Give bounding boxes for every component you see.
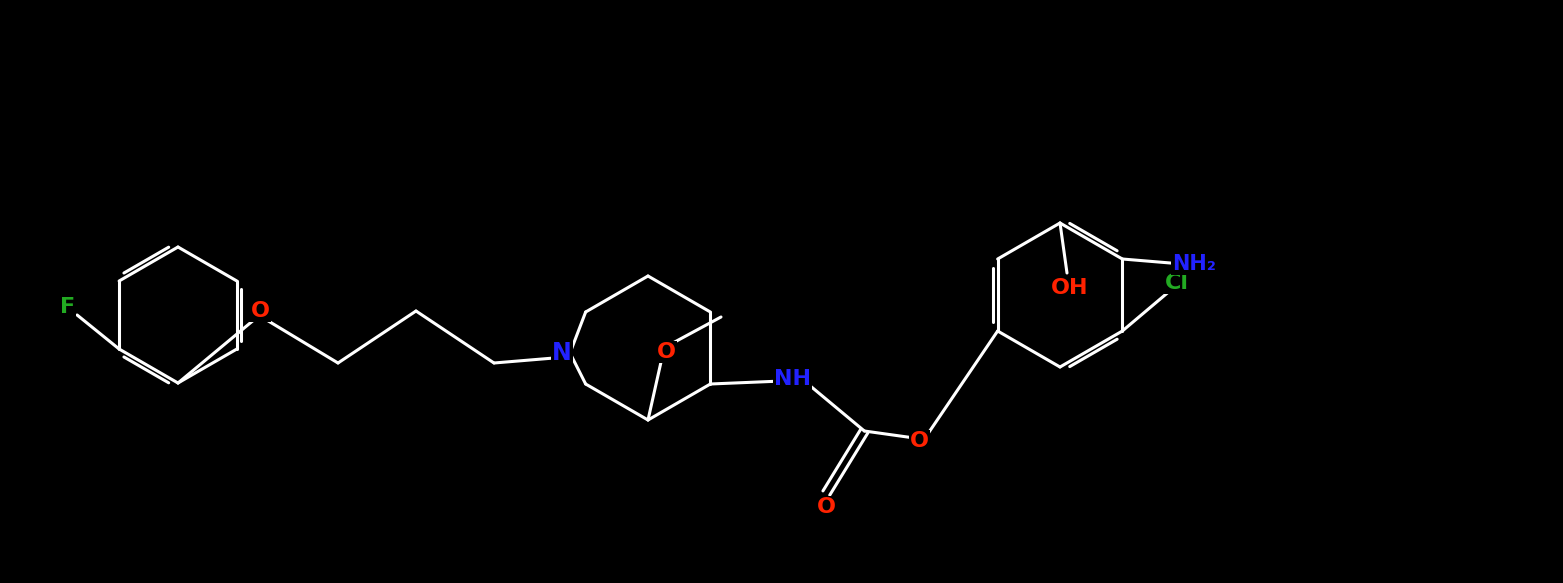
Text: NH₂: NH₂ [1172,254,1216,274]
Text: N: N [552,341,572,365]
Text: O: O [656,342,675,362]
Text: O: O [250,301,269,321]
Text: NH: NH [774,369,811,389]
Text: O: O [910,431,928,451]
Text: F: F [59,297,75,317]
Text: Cl: Cl [1166,273,1189,293]
Text: OH: OH [1052,278,1089,298]
Text: O: O [817,497,836,517]
